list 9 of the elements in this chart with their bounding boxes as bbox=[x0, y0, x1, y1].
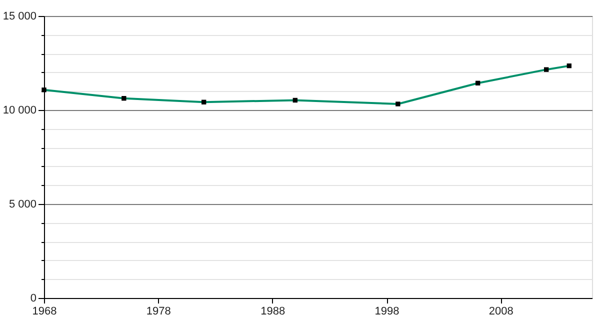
x-tick-label: 2008 bbox=[488, 306, 514, 318]
x-tick-label: 1968 bbox=[32, 306, 57, 318]
y-tick-label: 0 bbox=[30, 292, 36, 304]
y-tick-label: 10 000 bbox=[2, 104, 36, 116]
y-tick-label: 15 000 bbox=[2, 10, 36, 22]
x-tick-label: 1988 bbox=[260, 306, 286, 318]
x-tick-label: 1978 bbox=[146, 306, 171, 318]
x-tick-label: 1998 bbox=[374, 306, 400, 318]
y-tick-label: 5 000 bbox=[8, 198, 36, 210]
